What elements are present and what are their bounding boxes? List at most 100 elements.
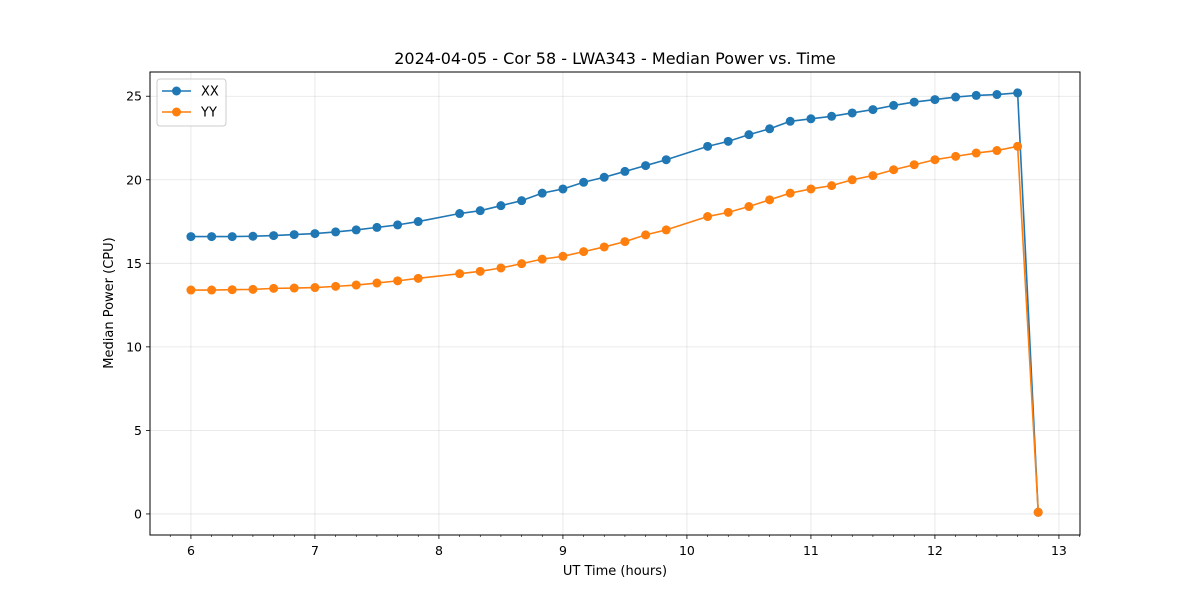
data-point-yy bbox=[744, 202, 754, 212]
data-point-xx bbox=[455, 209, 465, 219]
series-lines bbox=[186, 88, 1043, 517]
data-point-yy bbox=[269, 283, 279, 293]
data-point-yy bbox=[579, 247, 589, 257]
data-point-yy bbox=[847, 175, 857, 185]
data-point-xx bbox=[351, 225, 361, 235]
data-point-yy bbox=[620, 237, 630, 247]
data-point-xx bbox=[289, 230, 299, 240]
data-point-xx bbox=[723, 136, 733, 146]
y-tick-label: 15 bbox=[126, 256, 142, 271]
x-axis-label: UT Time (hours) bbox=[563, 564, 667, 579]
data-point-xx bbox=[579, 177, 589, 187]
data-point-yy bbox=[909, 160, 919, 170]
data-point-yy bbox=[827, 181, 837, 191]
y-tick-label: 0 bbox=[134, 506, 142, 521]
data-point-yy bbox=[599, 242, 609, 252]
data-point-yy bbox=[207, 285, 217, 295]
series-yy bbox=[186, 141, 1043, 517]
data-point-yy bbox=[475, 266, 485, 276]
x-tick-label: 6 bbox=[187, 543, 195, 558]
data-point-xx bbox=[703, 141, 713, 151]
data-point-yy bbox=[372, 278, 382, 288]
legend-marker-xx bbox=[172, 86, 181, 96]
data-point-xx bbox=[372, 222, 382, 232]
data-point-yy bbox=[992, 146, 1002, 156]
data-point-xx bbox=[744, 130, 754, 140]
x-tick-label: 11 bbox=[803, 543, 819, 558]
data-point-yy bbox=[331, 281, 341, 291]
data-point-xx bbox=[599, 172, 609, 182]
grid-lines bbox=[150, 72, 1080, 535]
data-point-yy bbox=[1013, 141, 1023, 151]
data-point-yy bbox=[558, 251, 568, 261]
data-point-xx bbox=[269, 231, 279, 241]
data-point-xx bbox=[1013, 88, 1023, 98]
data-point-yy bbox=[289, 283, 299, 293]
data-point-xx bbox=[248, 231, 258, 241]
y-tick-label: 10 bbox=[126, 339, 142, 354]
y-tick-label: 20 bbox=[126, 172, 142, 187]
data-point-xx bbox=[661, 155, 671, 165]
data-point-yy bbox=[951, 151, 961, 161]
data-point-yy bbox=[310, 283, 320, 293]
data-point-yy bbox=[806, 184, 816, 194]
data-point-yy bbox=[186, 285, 196, 295]
series-line-yy bbox=[190, 145, 1040, 513]
data-point-yy bbox=[393, 276, 403, 286]
chart-title: 2024-04-05 - Cor 58 - LWA343 - Median Po… bbox=[394, 49, 836, 68]
legend: XX YY bbox=[156, 78, 227, 127]
x-tick-label: 9 bbox=[559, 543, 567, 558]
data-point-xx bbox=[620, 166, 630, 176]
data-point-yy bbox=[765, 195, 775, 205]
data-point-xx bbox=[971, 90, 981, 100]
data-point-xx bbox=[331, 227, 341, 237]
data-point-xx bbox=[827, 111, 837, 121]
data-point-xx bbox=[496, 201, 506, 211]
data-point-xx bbox=[310, 229, 320, 239]
data-point-yy bbox=[517, 259, 527, 269]
x-tick-label: 13 bbox=[1051, 543, 1067, 558]
y-tick-label: 5 bbox=[134, 423, 142, 438]
x-tick-label: 8 bbox=[435, 543, 443, 558]
data-point-xx bbox=[517, 196, 527, 206]
data-point-yy bbox=[930, 155, 940, 165]
data-point-yy bbox=[661, 225, 671, 235]
data-point-yy bbox=[351, 280, 361, 290]
data-point-yy bbox=[496, 263, 506, 273]
data-point-xx bbox=[847, 108, 857, 118]
data-point-xx bbox=[806, 114, 816, 124]
data-point-xx bbox=[413, 217, 423, 227]
data-point-yy bbox=[1033, 507, 1043, 517]
axis-ticks: 6 7 8 9 10 11 12 13 0 5 10 15 20 25 bbox=[126, 89, 1080, 558]
data-point-xx bbox=[765, 124, 775, 134]
data-point-xx bbox=[641, 161, 651, 171]
data-point-xx bbox=[537, 188, 547, 198]
x-tick-label: 7 bbox=[311, 543, 319, 558]
legend-label-xx: XX bbox=[201, 85, 219, 100]
data-point-xx bbox=[868, 105, 878, 115]
data-point-xx bbox=[186, 232, 196, 242]
data-point-xx bbox=[992, 90, 1002, 100]
data-point-yy bbox=[248, 284, 258, 294]
series-line-xx bbox=[190, 92, 1040, 513]
legend-label-yy: YY bbox=[200, 106, 217, 121]
data-point-xx bbox=[785, 116, 795, 126]
data-point-xx bbox=[227, 232, 237, 242]
data-point-yy bbox=[971, 148, 981, 158]
plot-frame bbox=[149, 71, 1081, 536]
data-point-yy bbox=[455, 269, 465, 279]
data-point-yy bbox=[889, 165, 899, 175]
y-axis-label: Median Power (CPU) bbox=[102, 237, 117, 368]
data-point-yy bbox=[413, 273, 423, 283]
data-point-yy bbox=[785, 188, 795, 198]
data-point-yy bbox=[537, 254, 547, 264]
data-point-xx bbox=[475, 206, 485, 216]
data-point-yy bbox=[868, 171, 878, 181]
data-point-xx bbox=[889, 100, 899, 110]
y-tick-label: 25 bbox=[126, 89, 142, 104]
data-point-xx bbox=[207, 232, 217, 242]
data-point-xx bbox=[393, 220, 403, 230]
legend-marker-yy bbox=[172, 107, 181, 117]
